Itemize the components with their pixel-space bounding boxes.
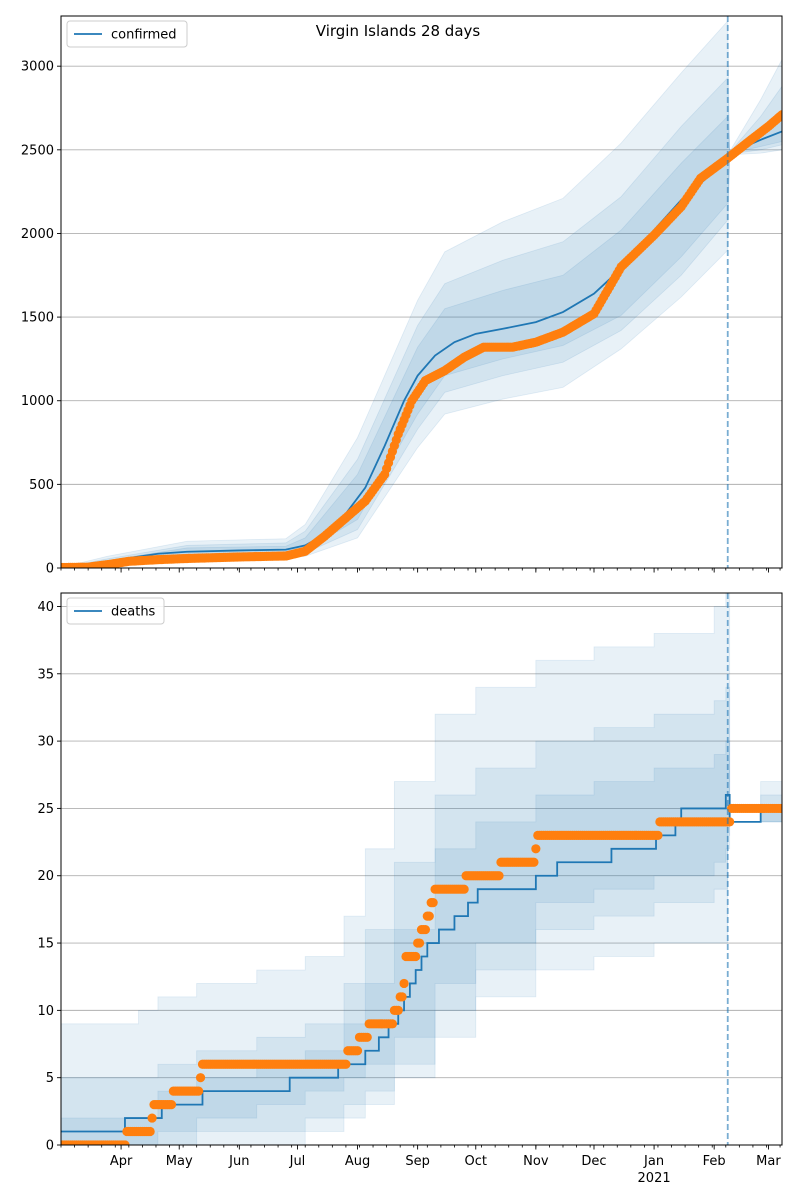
y-tick-label: 15 [37,937,54,952]
legend-label: deaths [111,605,156,620]
observed-point [341,1059,351,1069]
x-tick-year-label: 2021 [638,1171,671,1186]
confirmed-panel: 0 500 1000 1500 2000 2500 3000 Virgin Islands 2… [21,15,783,577]
legend: deaths [66,597,165,625]
y-tick-label: 1500 [21,311,54,326]
uncertainty-band [61,76,782,568]
x-tick-label: Aug [345,1154,370,1169]
observed-point [420,924,430,935]
y-tick-label: 1000 [21,394,54,409]
uncertainty-band [61,19,782,568]
y-tick-label: 25 [37,802,54,817]
x-tick-label: May [166,1154,193,1169]
y-tick-label: 10 [37,1004,54,1019]
x-tick-label: Jun [228,1154,249,1169]
x-tick-label: Jul [289,1154,306,1169]
y-tick-label: 3000 [21,60,54,75]
observed-point [428,898,438,908]
observed-point [397,992,407,1002]
observed-point [725,817,735,827]
observed-point [777,803,782,814]
y-tick-label: 2500 [21,143,54,158]
x-tick-label: Sep [405,1154,430,1169]
observed-point [195,1073,206,1083]
observed-point [147,1113,157,1123]
plot-area [61,593,782,1145]
observed-point [399,978,409,989]
observed-point [424,911,434,921]
plot-area [61,19,782,568]
x-tick-label: Dec [581,1154,606,1169]
observed-point [777,110,782,120]
observed-point [352,1046,363,1056]
uncertainty-band [61,686,782,1145]
x-tick-label: Feb [703,1154,726,1169]
observed-point [387,1019,398,1029]
observed-point [120,1140,130,1145]
y-tick-label: 2000 [21,227,54,242]
legend: confirmed [66,20,188,48]
legend-label: confirmed [111,28,177,43]
x-tick-label: Jan [643,1154,664,1169]
axes-frame [60,15,783,569]
observed-point [166,1100,177,1110]
observed-point [194,1086,204,1096]
y-tick-label: 5 [46,1071,54,1086]
observed-point [494,871,504,881]
uncertainty-band [61,593,782,1145]
observed-point [459,884,469,894]
legend-box [66,20,188,48]
y-tick-label: 35 [37,667,54,682]
observed-point [531,844,541,854]
x-tick-label: Nov [523,1154,549,1169]
y-tick-label: 30 [37,735,54,750]
observed-point [411,951,421,962]
y-tick-label: 0 [46,1139,54,1154]
axes-frame [60,592,783,1146]
observed-point [362,1032,372,1042]
y-tick-label: 0 [46,562,54,577]
y-tick-label: 40 [37,600,54,615]
observed-point [414,938,425,948]
observed-point [145,1126,155,1137]
y-tick-label: 500 [29,478,54,493]
chart-title: Virgin Islands 28 days [316,22,481,40]
y-tick-label: 20 [37,869,54,884]
observed-point [393,1005,403,1015]
x-tick-label: Mar [756,1154,781,1169]
x-tick-label: Apr [110,1154,133,1169]
x-tick-label: Oct [465,1154,487,1169]
observed-point [653,830,663,840]
legend-box [66,597,165,625]
deaths-panel: 0 5 10 15 20 25 30 35 40 Apr May Jun Jul Aug Sep Oct Nov… [37,592,783,1186]
observed-point [529,857,539,867]
